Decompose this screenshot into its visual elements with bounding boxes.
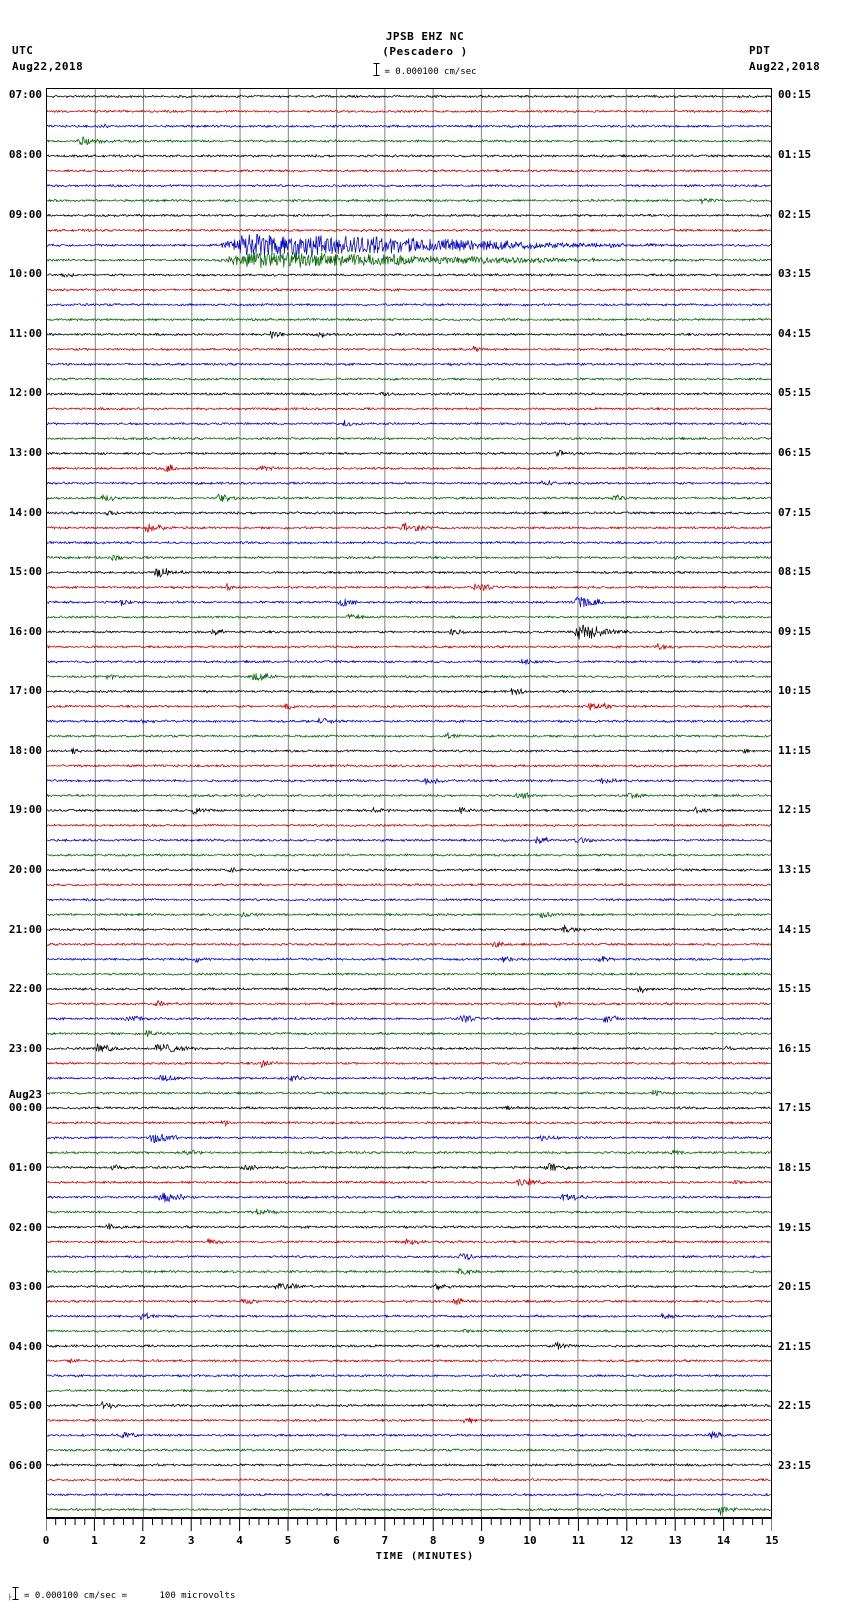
utc-time-label: 16:00	[8, 624, 42, 638]
pdt-time-label: 01:15	[778, 148, 812, 162]
x-tick-label: 7	[381, 1534, 389, 1547]
utc-time-label: 02:00	[8, 1220, 42, 1234]
utc-time-label: 00:00	[8, 1101, 42, 1115]
pdt-time-label: 05:15	[778, 386, 812, 400]
seismogram-traces	[47, 94, 771, 1516]
scale-bar-legend: = 0.000100 cm/sec	[0, 63, 850, 79]
footer-scale-note: ├ = 0.000100 cm/sec = 100 microvolts	[8, 1587, 235, 1603]
pdt-timezone-label: PDT	[749, 44, 771, 57]
utc-time-label: 11:00	[8, 326, 42, 340]
utc-time-label: 08:00	[8, 148, 42, 162]
utc-time-label: 15:00	[8, 565, 42, 579]
x-tick-label: 3	[187, 1534, 195, 1547]
utc-time-label: 22:00	[8, 982, 42, 996]
x-tick-label: 9	[478, 1534, 485, 1547]
x-tick-label: 0	[42, 1534, 50, 1547]
utc-time-label: 09:00	[8, 207, 42, 221]
utc-time-label: 13:00	[8, 445, 42, 459]
pdt-time-label: 18:15	[778, 1160, 812, 1174]
pdt-time-label: 12:15	[778, 803, 812, 817]
x-tick-label: 5	[284, 1534, 292, 1547]
x-tick-label: 15	[765, 1534, 779, 1547]
scale-bar-text: = 0.000100 cm/sec	[384, 67, 477, 77]
x-tick-label: 2	[139, 1534, 147, 1547]
pdt-time-label: 02:15	[778, 207, 812, 221]
x-tick-label: 13	[668, 1534, 682, 1547]
utc-time-label: 12:00	[8, 386, 42, 400]
utc-time-label: 14:00	[8, 505, 42, 519]
pdt-time-label: 00:15	[778, 88, 812, 102]
x-axis-ticks	[46, 1518, 772, 1531]
pdt-time-label: 14:15	[778, 922, 812, 936]
station-title: JPSB EHZ NC	[385, 30, 465, 43]
footer-mark-icon: ├	[8, 1594, 12, 1601]
utc-time-label: 04:00	[8, 1339, 42, 1353]
utc-time-label: 18:00	[8, 743, 42, 757]
pdt-time-label: 08:15	[778, 565, 812, 579]
pdt-time-label: 07:15	[778, 505, 812, 519]
utc-time-label: 21:00	[8, 922, 42, 936]
utc-timezone-label: UTC	[12, 44, 34, 57]
pdt-time-label: 11:15	[778, 743, 812, 757]
pdt-time-label: 17:15	[778, 1101, 812, 1115]
utc-time-label: 01:00	[8, 1160, 42, 1174]
pdt-time-label: 16:15	[778, 1041, 812, 1055]
utc-time-label: 03:00	[8, 1280, 42, 1294]
x-tick-label: 8	[429, 1534, 437, 1547]
pdt-time-label: 13:15	[778, 863, 812, 877]
station-name: (Pescadero )	[382, 45, 468, 58]
x-axis-title: TIME (MINUTES)	[375, 1551, 475, 1562]
pdt-time-label: 22:15	[778, 1399, 812, 1413]
pdt-time-label: 10:15	[778, 684, 812, 698]
pdt-time-label: 19:15	[778, 1220, 812, 1234]
utc-time-label: 05:00	[8, 1399, 42, 1413]
utc-time-label: 17:00	[8, 684, 42, 698]
utc-time-label: 23:00	[8, 1041, 42, 1055]
pdt-time-label: 04:15	[778, 326, 812, 340]
x-tick-label: 10	[523, 1534, 537, 1547]
pdt-time-label: 20:15	[778, 1280, 812, 1294]
utc-date-label: Aug22,2018	[12, 60, 84, 73]
x-tick-label: 6	[333, 1534, 340, 1547]
pdt-time-label: 06:15	[778, 445, 812, 459]
footer-scale-bar-icon	[12, 1587, 19, 1603]
helicorder-plot[interactable]	[46, 88, 772, 1518]
x-tick-label: 12	[620, 1534, 634, 1547]
footer-text: = 0.000100 cm/sec = 100 microvolts	[24, 1591, 236, 1601]
pdt-time-label: 21:15	[778, 1339, 812, 1353]
utc-time-label: 19:00	[8, 803, 42, 817]
pdt-time-label: 23:15	[778, 1458, 812, 1472]
pdt-time-label: 03:15	[778, 267, 812, 281]
x-tick-label: 14	[716, 1534, 731, 1547]
x-tick-label: 11	[571, 1534, 586, 1547]
plot-gridlines	[94, 89, 724, 1517]
utc-time-label: 20:00	[8, 863, 42, 877]
utc-time-label: Aug23	[8, 1088, 42, 1102]
x-axis-tick-labels: 0 1 2 3 4 5 6 7 8 9 10 11 12 13 14 15	[0, 1534, 850, 1550]
utc-time-label: 10:00	[8, 267, 42, 281]
pdt-time-label: 09:15	[778, 624, 812, 638]
utc-time-label: 07:00	[8, 88, 42, 102]
x-tick-label: 1	[91, 1534, 98, 1547]
x-tick-label: 4	[236, 1534, 243, 1547]
pdt-time-label: 15:15	[778, 982, 812, 996]
utc-time-label: 06:00	[8, 1458, 42, 1472]
scale-bar-icon	[373, 63, 380, 79]
pdt-date-label: Aug22,2018	[749, 60, 821, 73]
